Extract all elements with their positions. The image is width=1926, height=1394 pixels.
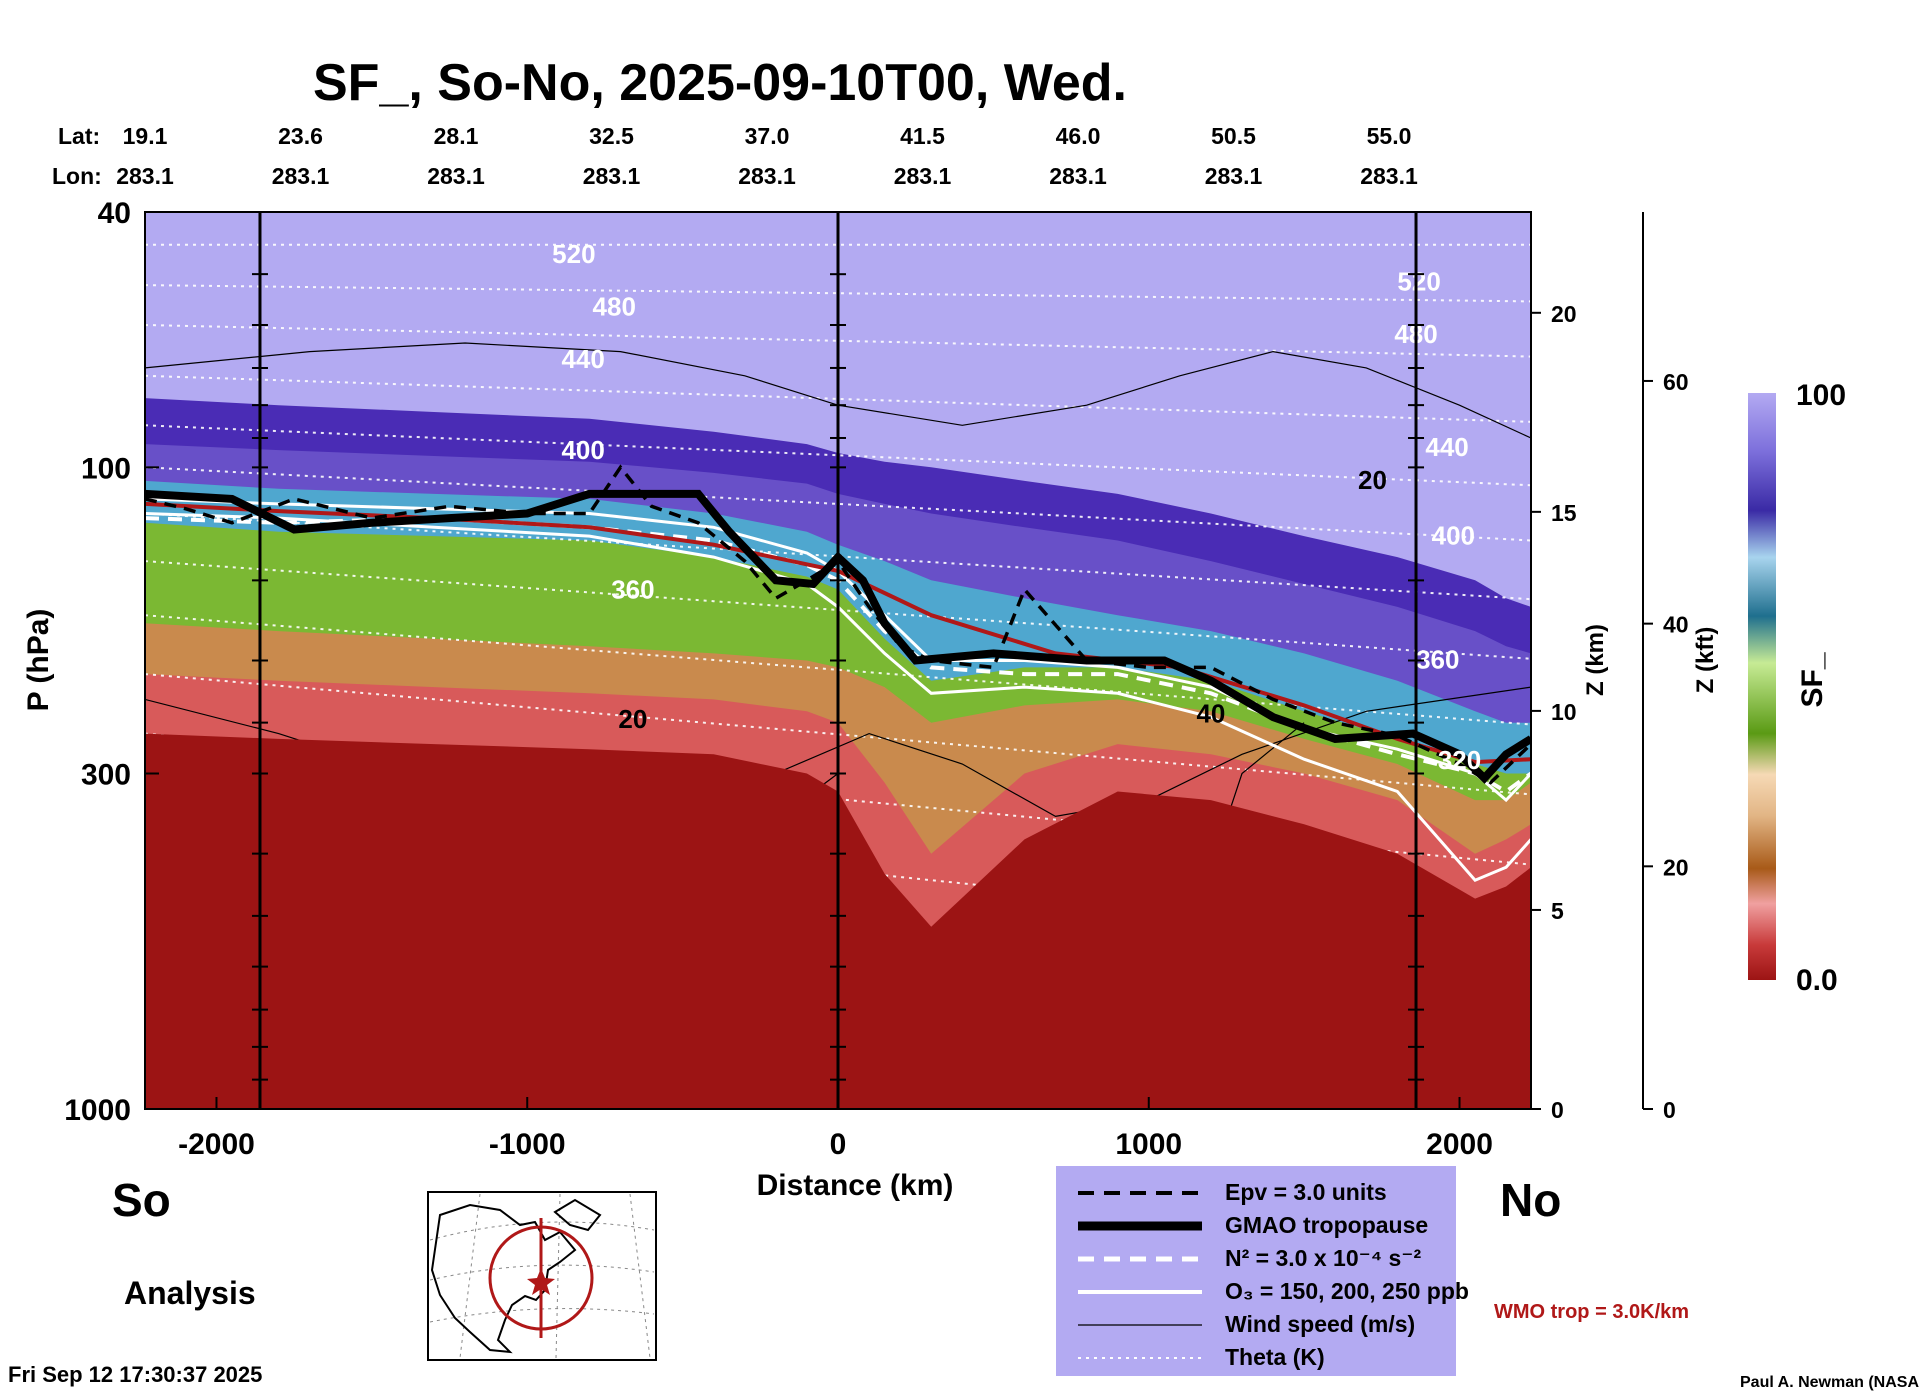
timestamp: Fri Sep 12 17:30:37 2025	[8, 1362, 262, 1387]
lat-value: 19.1	[123, 123, 168, 149]
zkft-tick-label: 60	[1663, 369, 1689, 395]
zkft-tick-label: 0	[1663, 1097, 1676, 1123]
lat-value: 32.5	[589, 123, 634, 149]
lat-value: 46.0	[1056, 123, 1101, 149]
x-axis-title: Distance (km)	[757, 1169, 954, 1202]
theta-label: 440	[561, 344, 604, 374]
credit: Paul A. Newman (NASA	[1740, 1374, 1919, 1391]
x-tick-label: 2000	[1426, 1128, 1493, 1161]
gmao-tropopause-line	[145, 489, 1531, 784]
x-tick-label: 1000	[1115, 1128, 1182, 1161]
lon-label: Lon:	[52, 163, 102, 189]
theta-label: 440	[1425, 432, 1468, 462]
chart-title: SF_, So-No, 2025-09-10T00, Wed.	[313, 54, 1127, 112]
axes: -2000 -1000 0 1000 2000 40 100 300 1000 0 5 10 15 20 0…	[64, 197, 1688, 1161]
legend-label: N² = 3.0 x 10⁻⁴ s⁻²	[1225, 1245, 1421, 1271]
lon-value: 283.1	[583, 163, 641, 189]
lat-value: 23.6	[278, 123, 323, 149]
theta-contour	[145, 512, 1531, 601]
y-axis-title: P (hPa)	[22, 609, 55, 712]
lat-label: Lat:	[58, 123, 100, 149]
theta-label: 400	[1432, 521, 1475, 551]
lon-value: 283.1	[1205, 163, 1263, 189]
colorbar-title: SF_	[1796, 652, 1829, 707]
zkft-tick-label: 20	[1663, 854, 1689, 880]
lat-values: 19.1 23.6 28.1 32.5 37.0 41.5 46.0 50.5 55.0	[123, 123, 1412, 149]
x-tick-label: -1000	[489, 1128, 566, 1161]
lon-value: 283.1	[738, 163, 796, 189]
zkm-tick-label: 5	[1551, 898, 1564, 924]
theta-contour	[145, 466, 1531, 542]
legend-label: Theta (K)	[1225, 1344, 1325, 1370]
lat-value: 41.5	[900, 123, 945, 149]
lat-value: 37.0	[745, 123, 790, 149]
theta-contour	[145, 560, 1531, 660]
legend-label: Epv = 3.0 units	[1225, 1179, 1387, 1205]
x-tick-label: -2000	[178, 1128, 255, 1161]
wind-label: 40	[1196, 699, 1225, 729]
theta-label: 360	[611, 574, 654, 604]
zkft-tick-label: 40	[1663, 612, 1689, 638]
theta-contour	[145, 324, 1531, 358]
analysis-label: Analysis	[124, 1275, 256, 1311]
lon-value: 283.1	[1049, 163, 1107, 189]
y-tick-label: 1000	[64, 1094, 131, 1127]
y-tick-label: 40	[98, 197, 131, 230]
zkm-tick-label: 10	[1551, 699, 1577, 725]
y-tick-label: 100	[81, 452, 131, 485]
wind-label: 20	[1358, 465, 1387, 495]
wind-contour	[145, 342, 1531, 439]
theta-label: 320	[1438, 745, 1481, 775]
lat-value: 50.5	[1211, 123, 1256, 149]
zkm-axis-title: Z (km)	[1582, 624, 1609, 696]
zkft-axis-title: Z (kft)	[1692, 627, 1719, 694]
lat-value: 55.0	[1367, 123, 1412, 149]
o3-line-200	[145, 512, 1531, 882]
center-star-icon	[527, 1268, 555, 1295]
legend-label: Wind speed (m/s)	[1225, 1311, 1415, 1337]
zkm-tick-label: 15	[1551, 500, 1577, 526]
colorbar-max-label: 100	[1796, 379, 1846, 412]
theta-contour	[145, 374, 1531, 423]
lon-values: 283.1 283.1 283.1 283.1 283.1 283.1 283.1 283.1…	[116, 163, 1418, 189]
zkm-tick-label: 0	[1551, 1097, 1564, 1123]
legend: Epv = 3.0 units GMAO tropopause N² = 3.0 x…	[1056, 1166, 1469, 1376]
north-label: No	[1500, 1174, 1561, 1226]
theta-contour	[145, 614, 1531, 726]
x-tick-label: 0	[830, 1128, 847, 1161]
theta-label: 400	[561, 435, 604, 465]
theta-label: 520	[552, 239, 595, 269]
theta-contour	[145, 284, 1531, 303]
zkm-tick-label: 20	[1551, 301, 1577, 327]
lon-value: 283.1	[427, 163, 485, 189]
theta-contour	[145, 673, 1531, 796]
legend-label: O₃ = 150, 200, 250 ppb	[1225, 1278, 1469, 1304]
vertical-lines	[251, 212, 1425, 1110]
lat-value: 28.1	[434, 123, 479, 149]
lon-value: 283.1	[116, 163, 174, 189]
colorbar	[1748, 393, 1776, 980]
y-tick-label: 300	[81, 758, 131, 791]
lon-value: 283.1	[1360, 163, 1418, 189]
theta-label: 480	[593, 292, 636, 322]
lon-value: 283.1	[272, 163, 330, 189]
south-label: So	[112, 1174, 171, 1226]
legend-label: GMAO tropopause	[1225, 1212, 1428, 1238]
theta-label: 520	[1397, 266, 1440, 296]
inset-map	[427, 1191, 657, 1361]
wind-label: 20	[618, 704, 647, 734]
lon-value: 283.1	[894, 163, 952, 189]
wmo-label: WMO trop = 3.0K/km	[1494, 1301, 1689, 1323]
colorbar-min-label: 0.0	[1796, 964, 1838, 997]
theta-contour	[145, 424, 1531, 487]
